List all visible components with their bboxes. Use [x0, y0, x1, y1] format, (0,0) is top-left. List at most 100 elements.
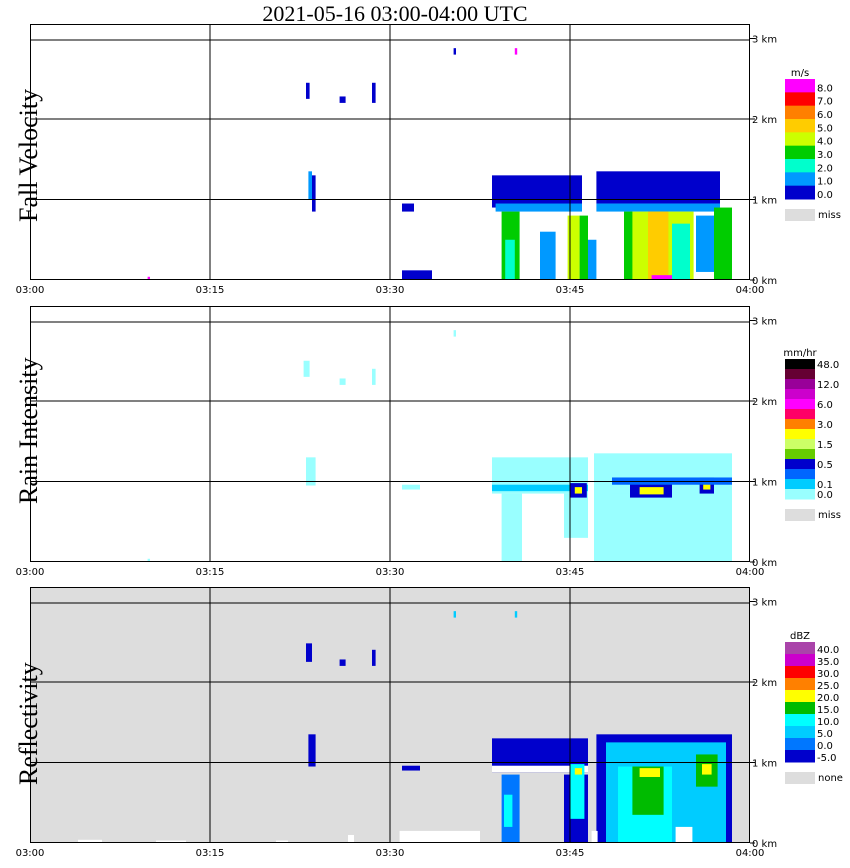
legend-swatch	[785, 159, 815, 173]
data-cell	[306, 82, 310, 99]
legend-swatch	[785, 105, 815, 120]
legend-swatch	[785, 409, 815, 420]
data-cell	[492, 484, 588, 492]
data-cell	[702, 764, 712, 775]
legend-level: 30.0	[817, 669, 839, 680]
x-tick-label: 04:00	[736, 567, 765, 578]
legend-level: 35.0	[817, 657, 839, 668]
data-cell	[567, 215, 580, 280]
legend-missing-swatch	[785, 772, 815, 784]
legend-swatch	[785, 399, 815, 410]
legend-swatch	[785, 489, 815, 500]
legend-unit: mm/hr	[783, 348, 817, 359]
legend-swatch	[785, 714, 815, 727]
data-cell	[78, 839, 102, 843]
data-cell	[648, 211, 669, 280]
legend-level: 6.0	[817, 400, 833, 411]
x-tick-label: 04:00	[736, 285, 765, 296]
legend-swatch	[785, 172, 815, 187]
legend-level: 25.0	[817, 681, 839, 692]
data-cell	[495, 203, 582, 212]
panel-frame	[30, 306, 750, 562]
legend-swatch	[785, 359, 815, 370]
y-tick-label: 2 km	[752, 115, 777, 126]
data-cell	[540, 231, 556, 280]
data-cell	[639, 487, 664, 495]
y-tick-label: 1 km	[752, 478, 777, 489]
legend-swatch	[785, 459, 815, 470]
legend-level: 1.0	[817, 177, 833, 188]
data-cell	[703, 483, 711, 490]
data-cell	[312, 175, 316, 212]
legend-level: 15.0	[817, 705, 839, 716]
legend-level: 3.0	[817, 150, 833, 161]
data-cell	[574, 768, 582, 775]
data-cell	[612, 493, 672, 562]
legend-level: 1.5	[817, 440, 833, 451]
legend-swatch	[785, 79, 815, 93]
legend-swatch	[785, 479, 815, 490]
legend-swatch	[785, 379, 815, 390]
data-cell	[579, 215, 588, 280]
legend-level: 5.0	[817, 123, 833, 134]
legend-swatch	[785, 449, 815, 460]
legend-missing-swatch	[785, 209, 815, 221]
legend-level: 8.0	[817, 83, 833, 94]
data-cell	[672, 223, 690, 280]
data-cell	[596, 171, 720, 204]
legend-level: 4.0	[817, 137, 833, 148]
data-cell	[564, 493, 588, 538]
data-cell	[514, 48, 518, 55]
data-cell	[372, 368, 376, 385]
legend-swatch	[785, 429, 815, 440]
legend-swatch	[785, 132, 815, 147]
data-cell	[306, 643, 312, 662]
legend-level: 10.0	[817, 717, 839, 728]
data-cell	[306, 457, 316, 486]
data-cell	[372, 82, 376, 103]
legend-missing-label: none	[818, 773, 843, 784]
data-cell	[399, 830, 480, 843]
data-cell	[303, 360, 310, 377]
y-tick-label: 3 km	[752, 317, 777, 328]
data-cell	[596, 203, 720, 212]
y-tick-label: 1 km	[752, 759, 777, 770]
data-cell	[348, 834, 354, 843]
y-tick-label: 0 km	[752, 558, 777, 569]
data-cell	[453, 330, 456, 337]
legend-level: 0.0	[817, 490, 833, 501]
chart-title: 2021-05-16 03:00-04:00 UTC	[262, 1, 528, 26]
y-axis-title: Reflectivity	[14, 662, 43, 785]
y-tick-label: 2 km	[752, 678, 777, 689]
data-cell	[639, 768, 660, 777]
legend-level: 0.1	[817, 480, 833, 491]
x-tick-label: 03:00	[16, 285, 45, 296]
data-cell	[156, 840, 186, 843]
legend-swatch	[785, 702, 815, 715]
legend-swatch	[785, 690, 815, 703]
data-cell	[574, 487, 582, 494]
x-tick-label: 03:30	[376, 285, 405, 296]
legend-level: 3.0	[817, 420, 833, 431]
legend-swatch	[785, 369, 815, 380]
x-tick-label: 04:00	[736, 848, 765, 859]
legend-swatch	[785, 185, 815, 200]
legend-swatch	[785, 750, 815, 763]
data-cell	[492, 175, 582, 208]
data-cell	[147, 276, 150, 280]
data-cell	[402, 203, 414, 212]
legend-level: 0.5	[817, 460, 833, 471]
legend-swatch	[785, 666, 815, 679]
y-tick-label: 3 km	[752, 598, 777, 609]
data-cell	[651, 275, 672, 280]
legend-swatch	[785, 145, 815, 160]
data-cell	[492, 765, 588, 773]
data-cell	[588, 239, 597, 280]
x-tick-label: 03:00	[16, 567, 45, 578]
legend-level: 2.0	[817, 163, 833, 174]
legend-swatch	[785, 678, 815, 691]
data-cell	[339, 96, 346, 103]
legend-level: 48.0	[817, 360, 839, 371]
x-tick-label: 03:30	[376, 567, 405, 578]
legend-swatch	[785, 119, 815, 133]
